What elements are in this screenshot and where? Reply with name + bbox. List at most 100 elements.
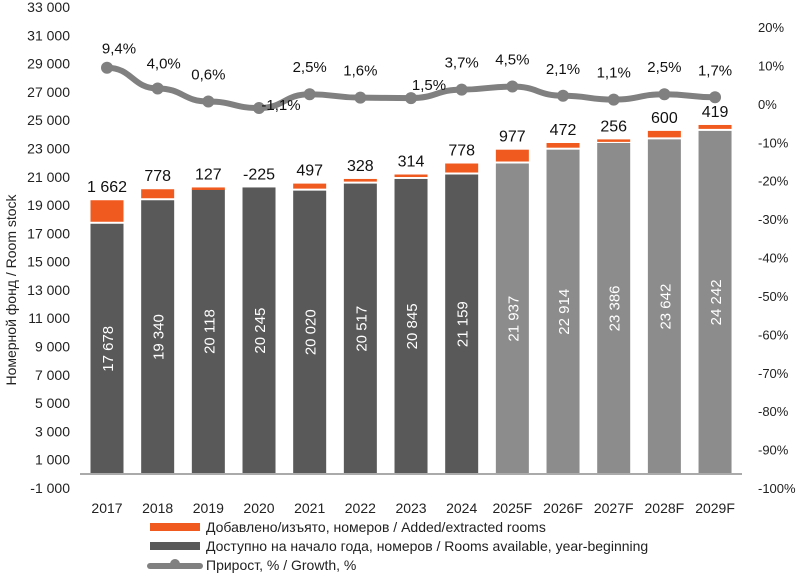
y2-tick-label: -80% — [758, 404, 789, 419]
legend-swatch-added — [150, 523, 200, 531]
y2-tick-label: 0% — [758, 97, 777, 112]
bar-available-label: 21 159 — [455, 301, 472, 347]
bar-added-label: 600 — [651, 110, 678, 127]
bar-available — [394, 178, 428, 474]
growth-point — [607, 93, 620, 106]
bar-available-label: 20 517 — [353, 306, 370, 352]
growth-label: 1,5% — [412, 77, 446, 94]
bar-available — [698, 130, 732, 474]
y2-tick-label: -20% — [758, 174, 789, 189]
bar-added-label: 314 — [398, 154, 425, 171]
y-tick-label: 1 000 — [35, 452, 70, 468]
growth-label: 0,6% — [191, 67, 225, 84]
bar-added — [597, 139, 631, 142]
bar-added — [90, 200, 124, 222]
bar-added — [343, 178, 377, 182]
bar-added — [698, 124, 732, 129]
bar-added — [394, 174, 428, 178]
x-tick-label: 2029F — [695, 500, 735, 516]
y-tick-label: 33 000 — [27, 0, 70, 15]
growth-label: 2,5% — [647, 59, 681, 76]
bar-available — [597, 143, 631, 474]
growth-label: -1,1% — [261, 97, 300, 114]
x-tick-label: 2020 — [243, 500, 274, 516]
y-tick-label: 19 000 — [27, 197, 70, 213]
bar-available — [445, 174, 479, 474]
x-tick-label: 2022 — [345, 500, 376, 516]
bar-available-label: 20 845 — [404, 303, 421, 349]
bar-added — [141, 189, 175, 199]
x-tick-label: 2017 — [91, 500, 122, 516]
bar-available — [141, 200, 175, 474]
bar-added-label: 127 — [195, 166, 222, 183]
y-tick-label: -1 000 — [30, 480, 70, 496]
bar-available-label: 20 118 — [201, 309, 218, 354]
bar-available — [546, 149, 580, 474]
bar-added-label: 328 — [347, 158, 374, 175]
y-tick-label: 9 000 — [35, 339, 70, 355]
legend-marker-growth — [170, 559, 180, 569]
bar-available — [191, 189, 225, 474]
bar-available — [343, 183, 377, 474]
y2-tick-label: -100% — [758, 481, 796, 496]
legend-label-growth: Прирост, % / Growth, % — [206, 557, 356, 573]
growth-label: 4,5% — [495, 52, 529, 69]
legend-swatch-available — [150, 542, 200, 550]
y-tick-label: 5 000 — [35, 395, 70, 411]
bar-added — [647, 130, 681, 138]
bar-added — [546, 143, 580, 148]
growth-point — [658, 88, 671, 101]
bar-available — [242, 187, 276, 474]
y-tick-label: 17 000 — [27, 225, 70, 241]
growth-label: 2,1% — [546, 61, 580, 78]
growth-point — [709, 91, 722, 104]
bar-available — [495, 163, 529, 474]
bar-available-label: 23 386 — [607, 285, 624, 331]
x-tick-label: 2023 — [395, 500, 426, 516]
growth-point — [455, 83, 468, 96]
growth-label: 1,6% — [343, 63, 377, 80]
bar-added — [445, 163, 479, 173]
y-tick-label: 25 000 — [27, 112, 70, 128]
y-axis-title: Номерной фонд / Room stock — [3, 193, 19, 385]
bar-added — [293, 183, 327, 189]
y2-tick-label: -60% — [758, 327, 789, 342]
y2-tick-label: 20% — [758, 20, 784, 35]
growth-label: 4,0% — [147, 55, 181, 72]
growth-point — [202, 95, 215, 108]
bar-available-label: 24 242 — [708, 279, 725, 325]
y2-tick-label: -90% — [758, 443, 789, 458]
bar-available-label: 19 340 — [151, 314, 168, 360]
legend-label-available: Доступно на начало года, номеров / Rooms… — [206, 538, 648, 554]
x-tick-label: 2025F — [493, 500, 533, 516]
y-tick-label: 27 000 — [27, 84, 70, 100]
x-tick-label: 2028F — [645, 500, 685, 516]
y2-tick-label: -40% — [758, 251, 789, 266]
y2-tick-label: -10% — [758, 135, 789, 150]
growth-label: 1,1% — [597, 65, 631, 82]
y2-tick-label: 10% — [758, 58, 784, 73]
growth-point — [506, 80, 519, 93]
y-tick-label: 11 000 — [28, 310, 70, 326]
bar-added-label: 977 — [499, 129, 526, 146]
growth-point — [405, 92, 418, 105]
growth-label: 3,7% — [445, 55, 479, 72]
bar-available — [647, 139, 681, 474]
growth-point — [101, 61, 113, 74]
y-tick-label: 7 000 — [35, 367, 70, 383]
bar-added-label: 497 — [296, 163, 323, 180]
x-tick-label: 2019 — [193, 500, 224, 516]
growth-label: 2,5% — [293, 59, 327, 76]
x-tick-label: 2026F — [543, 500, 583, 516]
bar-added-label: -225 — [243, 166, 275, 183]
bar-added-label: 256 — [600, 118, 627, 135]
bar-available-label: 20 020 — [303, 309, 320, 355]
bar-available-label: 23 642 — [657, 284, 674, 330]
legend: Добавлено/изъято, номеров / Added/extrac… — [147, 519, 648, 573]
bar-available-label: 20 245 — [252, 308, 269, 354]
y-tick-label: 29 000 — [27, 56, 70, 72]
y-tick-label: 23 000 — [27, 140, 70, 156]
x-tick-label: 2024 — [446, 500, 477, 516]
x-tick-label: 2018 — [142, 500, 173, 516]
